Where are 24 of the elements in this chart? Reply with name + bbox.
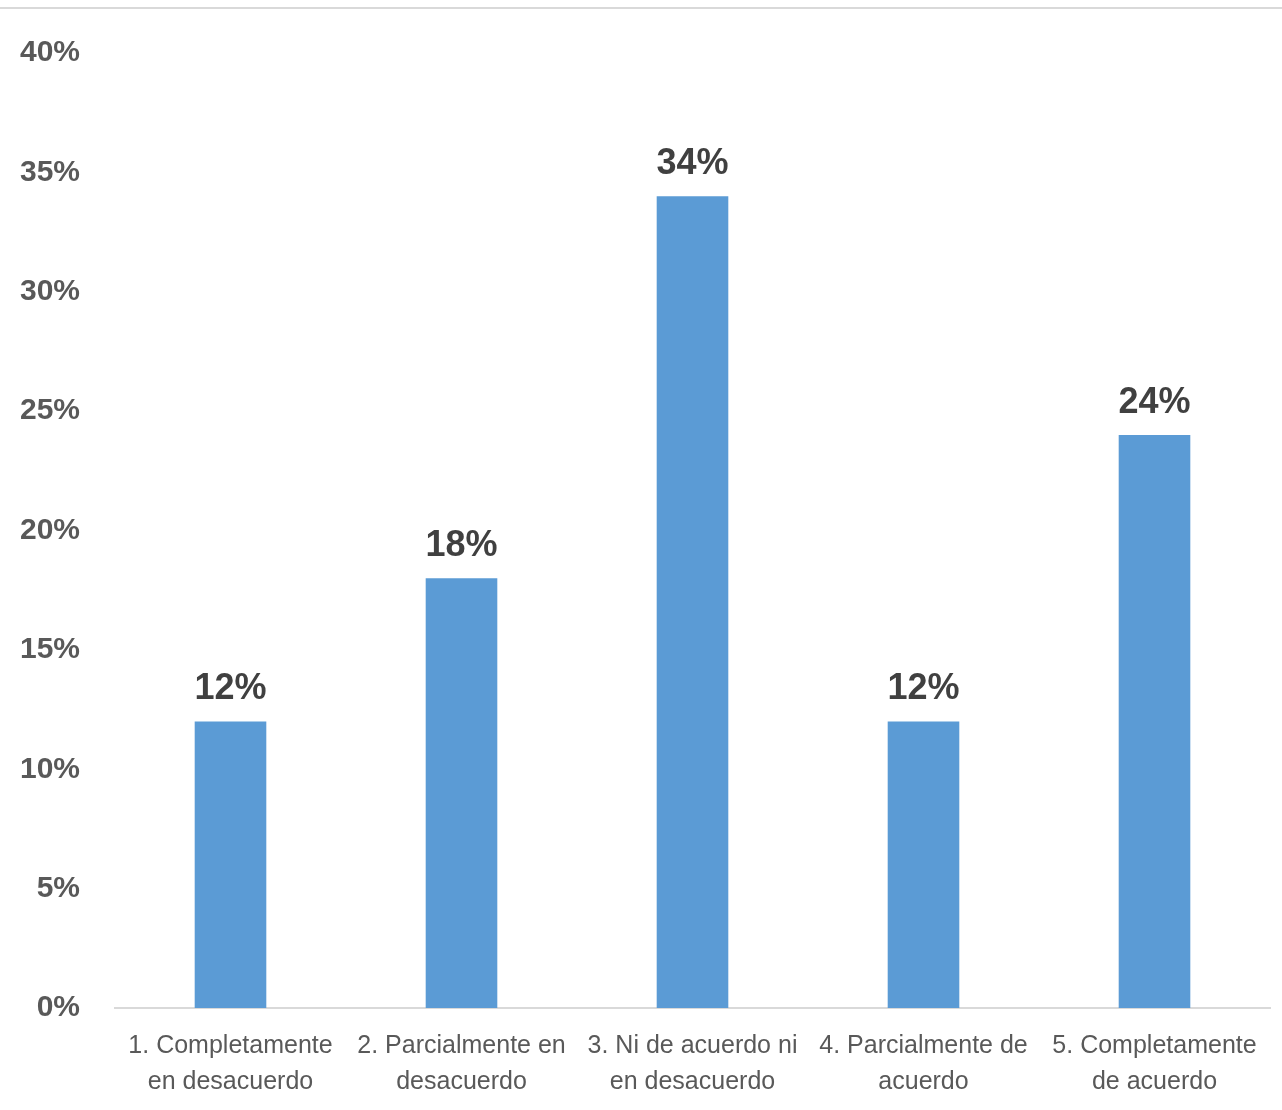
data-label: 12% (887, 666, 960, 708)
y-tick-label: 35% (19, 153, 80, 187)
y-tick-label: 15% (19, 631, 80, 665)
data-label: 18% (425, 523, 498, 565)
bar (194, 721, 267, 1008)
bar (656, 196, 729, 1008)
x-tick-label: 1. Completamente en desacuerdo (128, 1029, 333, 1094)
y-tick-label: 25% (19, 392, 80, 426)
bar (887, 721, 960, 1008)
y-tick-label: 20% (19, 511, 80, 545)
bar (1118, 435, 1191, 1008)
y-tick-label: 30% (19, 273, 80, 307)
y-tick-label: 10% (19, 750, 80, 784)
x-tick-label: 2. Parcialmente en desacuerdo (357, 1029, 566, 1094)
x-tick-label: 4. Parcialmente de acuerdo (819, 1029, 1028, 1094)
x-tick-label: 5. Completamente de acuerdo (1052, 1029, 1257, 1094)
data-label: 24% (1118, 379, 1191, 421)
y-tick-label: 40% (19, 34, 80, 68)
y-tick-label: 0% (36, 989, 80, 1023)
y-tick-label: 5% (36, 869, 80, 903)
data-label: 34% (656, 141, 729, 183)
bar (425, 578, 498, 1008)
data-label: 12% (194, 666, 267, 708)
x-tick-label: 3. Ni de acuerdo ni en desacuerdo (587, 1029, 798, 1094)
